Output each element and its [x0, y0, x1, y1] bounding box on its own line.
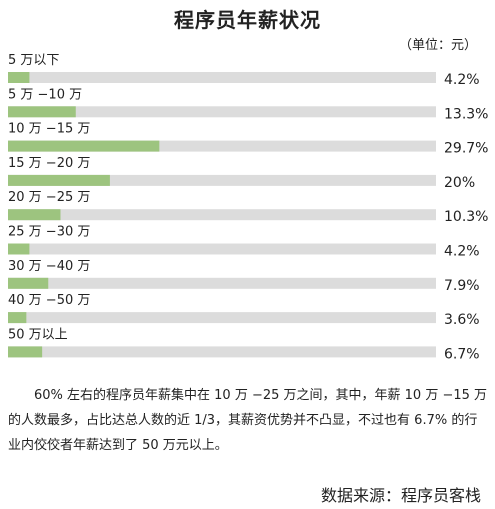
- bar-track: [8, 312, 436, 324]
- bar: [8, 243, 30, 255]
- value-label: 3.6%: [444, 312, 480, 328]
- category-label: 40 万 −50 万: [8, 293, 90, 308]
- category-label: 5 万 −10 万: [8, 87, 82, 102]
- bar: [8, 140, 160, 152]
- bar-chart: 5 万以下 4.2% 5 万 −10 万 13.3% 10 万 −15 万 29.7% 15…: [8, 53, 488, 362]
- category-label: 5 万以下: [8, 53, 59, 68]
- bar: [8, 277, 49, 289]
- category-label: 15 万 −20 万: [8, 156, 90, 171]
- category-label: 25 万 −30 万: [8, 225, 90, 240]
- chart-note: 60% 左右的程序员年薪集中在 10 万 −25 万之间，其中，年薪 10 万 …: [8, 388, 488, 453]
- value-label: 10.3%: [444, 209, 488, 225]
- bar: [8, 174, 110, 186]
- bar: [8, 72, 30, 83]
- category-label: 30 万 −40 万: [8, 259, 90, 274]
- category-label: 50 万以上: [8, 327, 68, 342]
- bar-track: [8, 72, 436, 83]
- category-label: 20 万 −25 万: [8, 190, 90, 205]
- bar-track: [8, 346, 436, 358]
- value-label: 4.2%: [444, 244, 480, 260]
- data-source: 数据来源：程序员客栈: [320, 486, 481, 505]
- value-label: 29.7%: [444, 141, 488, 157]
- bar-track: [8, 209, 436, 221]
- bar: [8, 209, 61, 221]
- bar-track: [8, 174, 436, 186]
- chart-title: 程序员年薪状况: [174, 8, 321, 32]
- bar-track: [8, 277, 436, 289]
- bar: [8, 346, 43, 358]
- value-label: 13.3%: [444, 106, 488, 122]
- value-label: 4.2%: [444, 72, 480, 88]
- value-label: 7.9%: [444, 278, 480, 294]
- bar: [8, 312, 27, 324]
- bar-track: [8, 106, 436, 118]
- category-label: 10 万 −15 万: [8, 122, 90, 137]
- unit-label: （单位：元）: [398, 38, 477, 53]
- bar: [8, 106, 76, 118]
- value-label: 6.7%: [444, 346, 480, 362]
- bar-track: [8, 243, 436, 255]
- bar-track: [8, 140, 436, 152]
- value-label: 20%: [444, 175, 475, 191]
